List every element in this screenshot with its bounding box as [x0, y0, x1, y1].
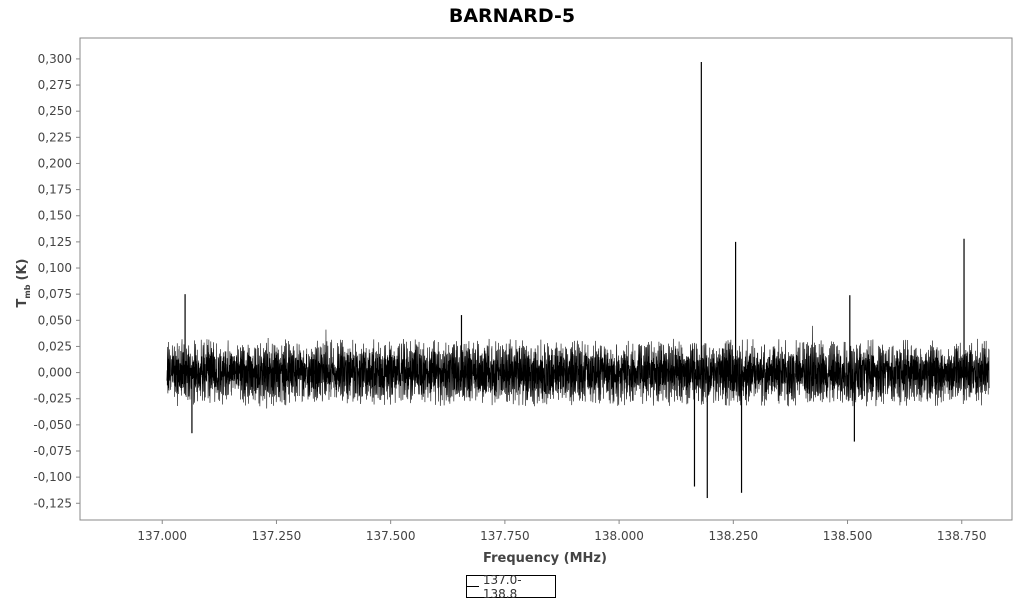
y-tick-label: 0,150: [38, 209, 72, 223]
y-tick-label: 0,175: [38, 183, 72, 197]
y-axis-title-unit: (K): [15, 259, 30, 281]
y-axis: 0,300 0,275 0,250 0,225 0,200 0,175 0,150 0,125…: [33, 52, 80, 510]
plot-frame: [79, 37, 1013, 521]
x-tick-label: 138.000: [594, 529, 644, 543]
y-tick-label: -0,100: [33, 470, 72, 484]
y-tick-label: 0,200: [38, 156, 72, 170]
y-tick-label: 0,000: [38, 366, 72, 380]
y-tick-label: 0,025: [38, 339, 72, 353]
y-tick-label: 0,250: [38, 104, 72, 118]
y-axis-title-sub: mb: [23, 284, 32, 298]
y-tick-label: 0,225: [38, 130, 72, 144]
y-tick-label: 0,050: [38, 313, 72, 327]
x-tick-label: 137.750: [480, 529, 530, 543]
x-axis: 137.000 137.250 137.500 137.750 138.000 138.2…: [137, 520, 987, 543]
x-tick-label: 138.250: [709, 529, 759, 543]
legend: 137.0-138.8: [466, 572, 556, 601]
chart-title: BARNARD-5: [449, 5, 575, 27]
x-tick-label: 137.250: [252, 529, 302, 543]
y-tick-label: 0,075: [38, 287, 72, 301]
legend-swatch: [467, 586, 479, 587]
y-tick-label: 0,300: [38, 52, 72, 66]
y-tick-label: -0,125: [33, 496, 72, 510]
x-tick-label: 137.000: [137, 529, 187, 543]
y-tick-label: 0,275: [38, 78, 72, 92]
y-tick-label: -0,025: [33, 392, 72, 406]
y-axis-title-main: T: [15, 298, 30, 307]
x-tick-label: 137.500: [366, 529, 416, 543]
y-tick-label: 0,125: [38, 235, 72, 249]
y-tick-label: -0,050: [33, 418, 72, 432]
y-axis-title: Tmb (K): [15, 259, 32, 308]
y-tick-label: -0,075: [33, 444, 72, 458]
legend-label: 137.0-138.8: [482, 572, 522, 601]
series-group: [166, 62, 990, 499]
series-line: [166, 325, 990, 409]
x-axis-title: Frequency (MHz): [483, 551, 607, 566]
y-tick-label: 0,100: [38, 261, 72, 275]
x-tick-label: 138.750: [937, 529, 987, 543]
x-tick-label: 138.500: [823, 529, 873, 543]
